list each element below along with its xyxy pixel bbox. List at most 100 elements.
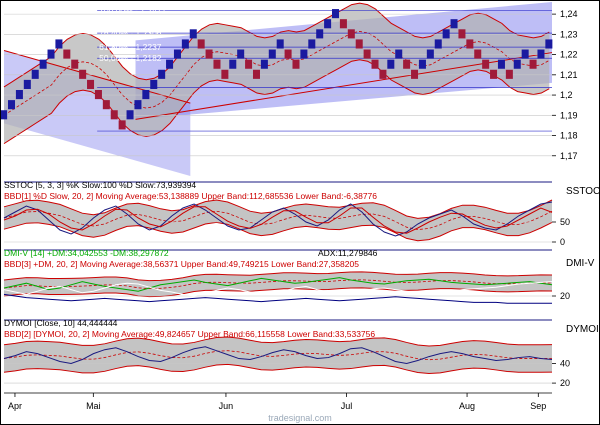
fib-label: 100,00% - 1,2417 xyxy=(99,6,166,16)
dymoi-tick-label: 40 xyxy=(560,358,570,368)
price-brick xyxy=(474,49,482,59)
price-brick xyxy=(411,69,419,79)
price-brick xyxy=(173,49,181,59)
price-brick xyxy=(505,69,513,79)
x-tick-label: Mai xyxy=(86,401,101,411)
price-tick-label: 1,22 xyxy=(560,50,578,60)
price-brick xyxy=(434,39,442,49)
price-tick-label: 1,17 xyxy=(560,151,578,161)
dymoi-0-band-fill xyxy=(4,336,552,374)
price-brick xyxy=(458,29,466,39)
dmi-tick-label: 20 xyxy=(560,291,570,301)
sstoc-0-lower-band xyxy=(3,221,553,242)
price-brick xyxy=(47,49,55,59)
dmi-title-line: DMI-V [14] +DM:34,042553 -DM:38,297872 xyxy=(4,248,169,258)
price-brick xyxy=(276,39,284,49)
price-brick xyxy=(332,9,340,19)
sstoc-0-moving-average xyxy=(3,210,553,231)
price-brick xyxy=(213,59,221,69)
price-brick xyxy=(189,29,197,39)
price-brick xyxy=(31,69,39,79)
dymoi-series-line xyxy=(3,346,553,364)
price-brick xyxy=(118,120,126,130)
price-brick xyxy=(395,49,403,59)
price-brick xyxy=(181,39,189,49)
dymoi-0-upper-band xyxy=(3,336,553,347)
price-brick xyxy=(339,19,347,29)
price-brick xyxy=(150,79,158,89)
price-brick xyxy=(355,39,363,49)
price-brick xyxy=(316,29,324,39)
x-tick-label: Jun xyxy=(219,401,234,411)
x-tick-label: Apr xyxy=(8,401,22,411)
price-panel: 100,00% - 1,2417 76,40% - 1,2306 61,80% - … xyxy=(0,1,578,176)
price-brick xyxy=(126,110,134,120)
price-tick-label: 1,2 xyxy=(560,90,573,100)
sstoc-title-line: BBD[1] %D Slow, 20, 2] Moving Average:53… xyxy=(4,191,377,201)
price-brick xyxy=(363,49,371,59)
price-brick xyxy=(87,79,95,89)
price-brick xyxy=(205,49,213,59)
fib-label: 50,00% - 1,2182 xyxy=(99,53,162,63)
x-tick-label: Jul xyxy=(341,401,353,411)
price-brick xyxy=(379,69,387,79)
price-brick xyxy=(252,69,260,79)
dymoi-title-line: BBD[2] [DYMOI, 20, 2] Moving Average:49,… xyxy=(4,329,375,339)
sstoc-series-line xyxy=(3,201,553,237)
price-brick xyxy=(347,29,355,39)
dmi-0-upper-band xyxy=(3,271,553,282)
price-brick xyxy=(39,59,47,69)
dmi-title-line: ADX:11,279846 xyxy=(318,248,378,258)
price-brick xyxy=(545,39,553,49)
price-brick xyxy=(426,49,434,59)
price-brick xyxy=(102,100,110,110)
price-brick xyxy=(110,110,118,120)
price-brick xyxy=(308,39,316,49)
price-brick xyxy=(0,110,8,120)
price-brick xyxy=(166,59,174,69)
watermark: tradesignal.com xyxy=(268,413,332,423)
dymoi-0-lower-band xyxy=(3,363,553,374)
dmi-series-line xyxy=(3,277,553,292)
price-brick xyxy=(23,79,31,89)
sstoc-panel: 50 0 SSTOC [5, 3, 3] %K Slow:100 %D Slow:7… xyxy=(3,180,600,248)
price-brick xyxy=(387,59,395,69)
price-brick xyxy=(284,49,292,59)
sstoc-0-band-fill xyxy=(4,200,552,241)
dymoi-panel-name: DYMOI xyxy=(566,324,599,335)
price-brick xyxy=(292,59,300,69)
dmi-series-line xyxy=(3,281,553,297)
dmi-panel-name: DMI-V xyxy=(566,258,595,269)
price-brick xyxy=(158,69,166,79)
price-tick-label: 1,24 xyxy=(560,9,578,19)
price-brick xyxy=(529,59,537,69)
price-brick xyxy=(245,59,253,69)
price-brick xyxy=(450,19,458,29)
fib-label: 61,80% - 1,2237 xyxy=(99,42,162,52)
fib-label: 76,40% - 1,2306 xyxy=(99,28,162,38)
price-lower-band xyxy=(3,59,550,145)
price-brick xyxy=(490,69,498,79)
sstoc-panel-name: SSTOC xyxy=(566,186,600,197)
price-brick xyxy=(268,49,276,59)
price-brick xyxy=(55,39,63,49)
dmi-series-line xyxy=(3,293,552,304)
dymoi-tick-label: 20 xyxy=(560,378,570,388)
sstoc-tick-label: 50 xyxy=(560,217,570,227)
price-brick xyxy=(371,59,379,69)
price-brick xyxy=(221,69,229,79)
price-brick xyxy=(324,19,332,29)
price-brick xyxy=(442,29,450,39)
price-brick xyxy=(403,59,411,69)
price-tick-label: 1,18 xyxy=(560,131,578,141)
price-brick xyxy=(418,59,426,69)
price-brick xyxy=(237,49,245,59)
sstoc-title-line: SSTOC [5, 3, 3] %K Slow:100 %D Slow:73,9… xyxy=(4,180,196,190)
price-brick xyxy=(197,39,205,49)
trendline xyxy=(3,50,191,104)
price-brick xyxy=(537,49,545,59)
price-brick xyxy=(497,59,505,69)
price-brick xyxy=(300,49,308,59)
